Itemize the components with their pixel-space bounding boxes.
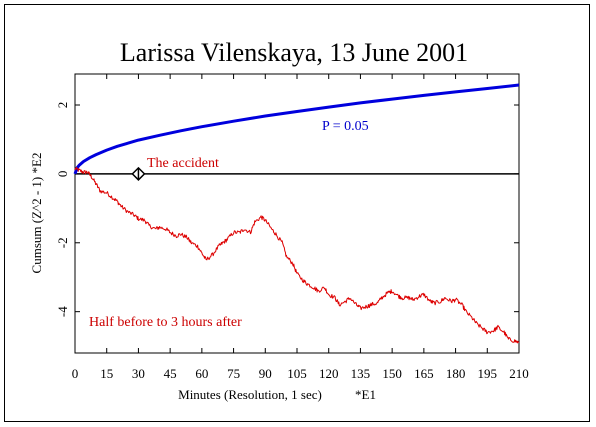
x-tick-label: 180 xyxy=(446,366,466,381)
x-axis-suffix: *E1 xyxy=(355,387,376,402)
marker-label: The accident xyxy=(147,156,219,171)
x-tick-label: 105 xyxy=(287,366,307,381)
x-tick-label: 210 xyxy=(509,366,529,381)
x-tick-label: 165 xyxy=(414,366,434,381)
x-tick-label: 135 xyxy=(351,366,371,381)
series-label-half-before: Half before to 3 hours after xyxy=(89,315,242,330)
y-tick-label: 0 xyxy=(55,171,70,178)
series-line-half-before xyxy=(74,166,520,344)
x-tick-label: 30 xyxy=(132,366,145,381)
y-tick-label: -2 xyxy=(55,237,70,248)
axis-ticks xyxy=(74,74,520,353)
x-tick-label: 120 xyxy=(319,366,339,381)
x-tick-label: 0 xyxy=(72,366,79,381)
x-axis-label: Minutes (Resolution, 1 sec) xyxy=(178,387,322,402)
tick-labels: 0 15 30 45 60 75 90 105 120 135 150 165 180 195 210 2 0 -… xyxy=(55,102,529,381)
chart-frame xyxy=(4,4,590,422)
x-tick-label: 195 xyxy=(478,366,498,381)
y-tick-label: -4 xyxy=(55,306,70,317)
series-layer xyxy=(73,83,520,344)
x-tick-label: 45 xyxy=(164,366,177,381)
x-tick-label: 15 xyxy=(100,366,113,381)
y-tick-label: 2 xyxy=(55,102,70,109)
series-label-p005: P = 0.05 xyxy=(322,119,369,134)
y-axis-label: Cumsum (Z^2 - 1) *E2 xyxy=(29,153,44,274)
x-tick-label: 60 xyxy=(195,366,208,381)
x-tick-label: 150 xyxy=(382,366,402,381)
x-tick-label: 75 xyxy=(227,366,240,381)
x-tick-label: 90 xyxy=(259,366,272,381)
plot-area xyxy=(74,73,520,354)
chart-title: Larissa Vilenskaya, 13 June 2001 xyxy=(120,38,468,67)
marker-layer xyxy=(131,166,146,181)
series-line-p005 xyxy=(73,83,520,175)
